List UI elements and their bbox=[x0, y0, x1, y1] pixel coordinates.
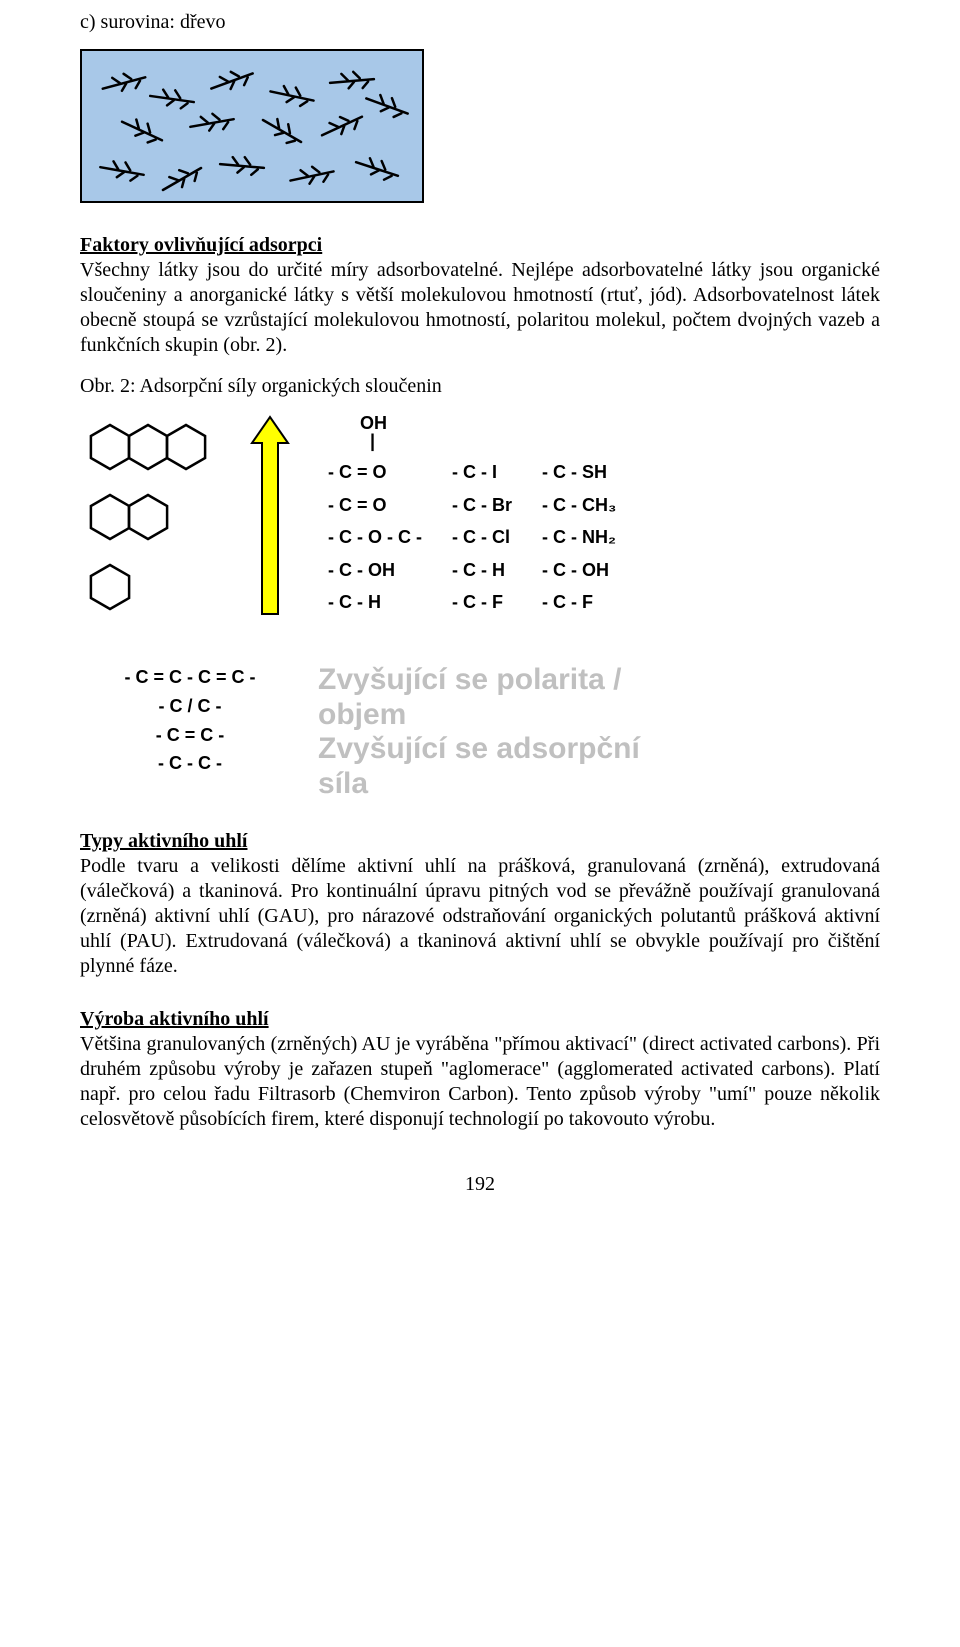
ghost-line-3: Zvyšující se adsorpční bbox=[318, 732, 640, 767]
svg-text:|: | bbox=[370, 431, 375, 451]
chem-left-3: - C = C - bbox=[80, 721, 300, 750]
fig2-caption: Obr. 2: Adsorpční síly organických slouč… bbox=[80, 374, 880, 399]
heading-factors: Faktory ovlivňující adsorpci bbox=[80, 233, 880, 258]
chem-cell: - C = O bbox=[314, 490, 436, 521]
fig2-ghost-text: Zvyšující se polarita / objem Zvyšující … bbox=[300, 663, 640, 801]
chem-cell: - C - F bbox=[438, 587, 526, 618]
chem-cell: - C - CH₃ bbox=[528, 490, 630, 521]
fig2-svg: OH| - C = O- C - I- C - SH - C = O- C - Br… bbox=[80, 409, 720, 639]
heading-manuf-text: Výroba aktivního uhlí bbox=[80, 1008, 269, 1030]
heading-types-text: Typy aktivního uhlí bbox=[80, 830, 247, 852]
chem-cell: - C - H bbox=[314, 587, 436, 618]
ghost-line-4: síla bbox=[318, 767, 640, 802]
chem-cell: - C - Cl bbox=[438, 522, 526, 553]
heading-manuf: Výroba aktivního uhlí bbox=[80, 1007, 880, 1032]
chem-cell: - C - OH bbox=[528, 555, 630, 586]
ghost-line-2: objem bbox=[318, 698, 640, 733]
chem-left-2: - C / C - bbox=[80, 692, 300, 721]
figure-2: OH| - C = O- C - I- C - SH - C = O- C - Br… bbox=[80, 409, 720, 801]
ghost-line-1: Zvyšující se polarita / bbox=[318, 663, 640, 698]
chem-cell: - C - F bbox=[528, 587, 630, 618]
fig2-left-column: - C = C - C = C - - C / C - - C = C - - … bbox=[80, 663, 300, 778]
paragraph-manuf: Většina granulovaných (zrněných) AU je v… bbox=[80, 1032, 880, 1132]
chem-cell: - C - OH bbox=[314, 555, 436, 586]
heading-types: Typy aktivního uhlí bbox=[80, 829, 880, 854]
wood-svg bbox=[82, 51, 422, 201]
subheading-c: c) surovina: dřevo bbox=[80, 10, 880, 35]
fig2-bottom-row: - C = C - C = C - - C / C - - C = C - - … bbox=[80, 663, 720, 801]
chem-cell: - C - H bbox=[438, 555, 526, 586]
chem-cell: - C - SH bbox=[528, 457, 630, 488]
chem-cell: - C - O - C - bbox=[314, 522, 436, 553]
page: c) surovina: dřevo Faktory ovlivňující a… bbox=[0, 0, 960, 1237]
chem-cell: - C - I bbox=[438, 457, 526, 488]
chem-cell: - C - NH₂ bbox=[528, 522, 630, 553]
page-number: 192 bbox=[80, 1172, 880, 1197]
heading-factors-text: Faktory ovlivňující adsorpci bbox=[80, 234, 322, 256]
chem-cell: - C - Br bbox=[438, 490, 526, 521]
figure-wood-diagram bbox=[80, 49, 424, 203]
chem-left-4: - C - C - bbox=[80, 749, 300, 778]
paragraph-types: Podle tvaru a velikosti dělíme aktivní u… bbox=[80, 854, 880, 979]
paragraph-factors: Všechny látky jsou do určité míry adsorb… bbox=[80, 258, 880, 358]
chem-left-1: - C = C - C = C - bbox=[80, 663, 300, 692]
chem-cell: - C = O bbox=[314, 457, 436, 488]
svg-text:OH: OH bbox=[360, 413, 387, 433]
